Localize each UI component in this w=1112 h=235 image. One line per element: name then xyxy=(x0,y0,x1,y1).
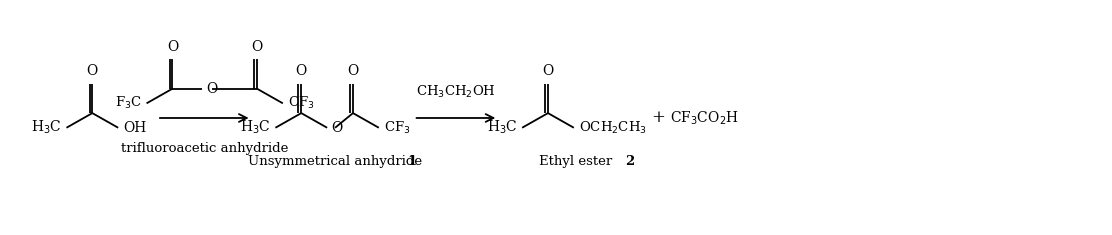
Text: O: O xyxy=(206,82,218,96)
Text: OH: OH xyxy=(123,121,147,135)
Text: Ethyl ester: Ethyl ester xyxy=(539,155,616,168)
Text: +: + xyxy=(652,110,665,126)
Text: CF$_3$CO$_2$H: CF$_3$CO$_2$H xyxy=(671,109,739,127)
Text: O: O xyxy=(251,39,262,54)
Text: H$_3$C: H$_3$C xyxy=(31,119,61,137)
Text: F$_3$C: F$_3$C xyxy=(115,95,141,111)
Text: O: O xyxy=(167,39,178,54)
Text: O: O xyxy=(87,64,98,78)
Text: CF$_3$: CF$_3$ xyxy=(288,95,315,111)
Text: H$_3$C: H$_3$C xyxy=(240,119,270,137)
Text: OCH$_2$CH$_3$: OCH$_2$CH$_3$ xyxy=(579,120,647,136)
Text: 1: 1 xyxy=(407,155,416,168)
Text: O: O xyxy=(543,64,554,78)
Text: H$_3$C: H$_3$C xyxy=(487,119,517,137)
Text: O: O xyxy=(296,64,307,78)
Text: 2: 2 xyxy=(625,155,634,168)
Text: trifluoroacetic anhydride: trifluoroacetic anhydride xyxy=(120,142,288,155)
Text: O: O xyxy=(331,121,342,135)
Text: O: O xyxy=(347,64,358,78)
Text: CF$_3$: CF$_3$ xyxy=(384,120,410,136)
Text: CH$_3$CH$_2$OH: CH$_3$CH$_2$OH xyxy=(416,84,496,100)
Text: Unsymmetrical anhydride: Unsymmetrical anhydride xyxy=(248,155,426,168)
